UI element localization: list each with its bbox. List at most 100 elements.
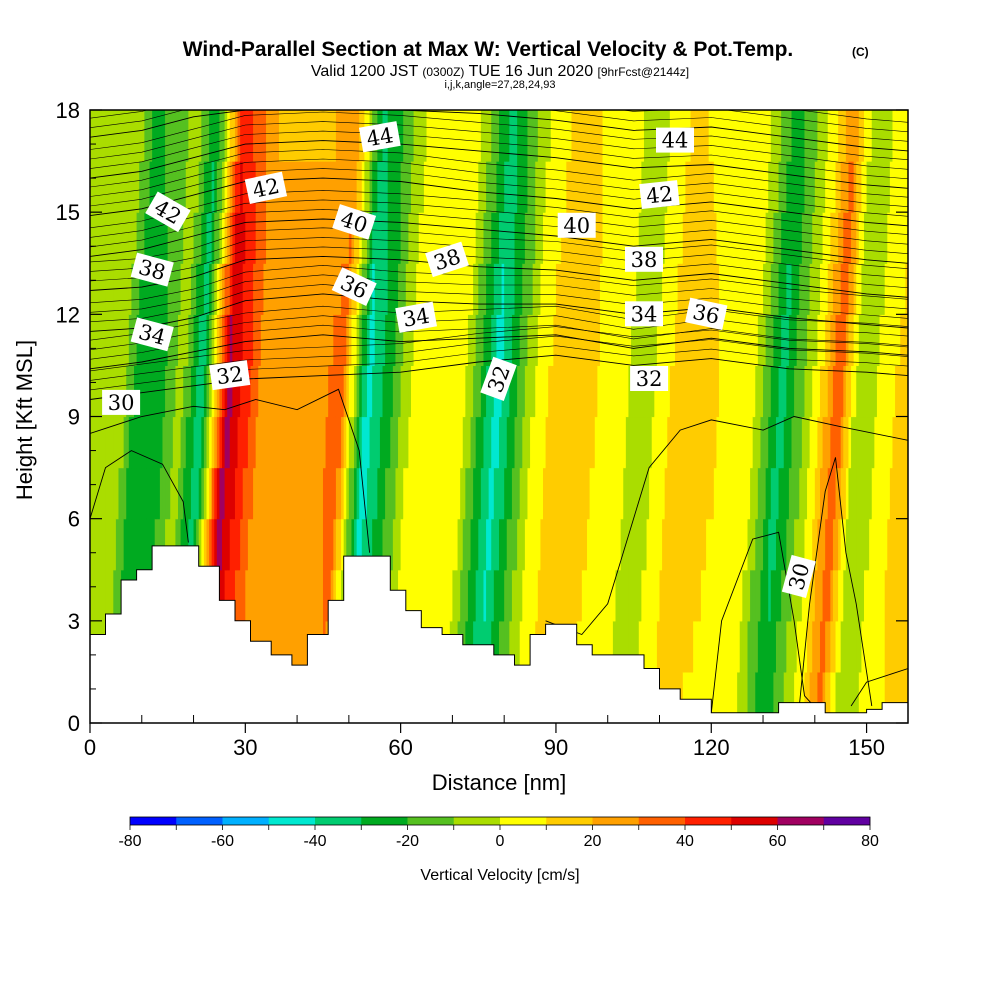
velocity-cell [807,416,811,469]
velocity-cell [250,416,254,469]
velocity-cell [698,161,702,213]
velocity-cell [729,365,733,418]
velocity-cell [379,263,384,315]
velocity-cell [198,467,202,520]
velocity-cell [444,212,448,264]
velocity-cell [480,416,485,469]
colorbar-swatch [315,817,362,825]
velocity-cell [700,569,705,622]
velocity-cell [620,416,624,469]
velocity-cell [628,263,632,315]
velocity-cell [786,416,790,469]
velocity-cell [825,569,829,622]
velocity-cell [587,416,591,469]
velocity-cell [902,416,907,469]
velocity-cell [537,416,542,469]
velocity-cell [136,161,140,213]
velocity-cell [876,110,881,162]
velocity-cell [871,263,875,315]
velocity-cell [374,467,378,520]
velocity-cell [385,365,389,418]
contour-label-bg [209,360,251,391]
velocity-cell [447,161,451,213]
velocity-cell [685,161,689,213]
velocity-cell [838,620,842,673]
velocity-cell [809,161,813,213]
velocity-cell [563,212,567,264]
velocity-cell [320,110,324,162]
velocity-cell [444,467,448,520]
velocity-cell [874,569,878,622]
velocity-cell [491,110,495,162]
velocity-cell [788,569,793,622]
velocity-cell [341,110,345,162]
velocity-cell [693,416,697,469]
velocity-cell [838,263,842,315]
isentrope-minor [90,246,908,289]
velocity-cell [770,263,774,315]
velocity-cell [532,212,536,264]
velocity-cell [146,365,151,418]
velocity-cell [781,671,785,723]
velocity-cell [263,212,267,264]
velocity-cell [369,161,373,213]
velocity-cell [201,365,205,418]
velocity-cell [284,416,288,469]
velocity-cell [685,365,689,418]
velocity-cell [473,212,477,264]
velocity-cell [465,416,469,469]
velocity-cell [152,161,156,213]
velocity-cell [869,620,873,673]
contour-label-text: 32 [215,362,245,389]
velocity-cell [695,263,699,315]
velocity-cell [157,263,161,315]
velocity-cell [856,212,860,264]
velocity-cell [791,212,795,264]
velocity-cell [260,365,265,418]
velocity-cell [799,467,803,520]
velocity-cell [377,314,381,367]
velocity-cell [905,467,908,520]
velocity-cell [330,569,334,622]
velocity-cell [92,569,96,622]
velocity-cell [550,110,554,162]
velocity-cell [234,263,239,315]
velocity-cell [783,263,787,315]
velocity-cell [576,263,580,315]
velocity-cell [773,365,777,418]
velocity-cell [592,263,596,315]
velocity-cell [312,569,316,622]
velocity-cell [643,569,648,622]
velocity-cell [695,365,699,418]
velocity-cell [276,569,280,622]
velocity-cell [654,365,658,418]
velocity-cell [757,365,762,418]
isentrope-minor [90,326,908,372]
velocity-cell [747,518,751,571]
velocity-cell [465,467,469,520]
velocity-cell [421,365,425,418]
velocity-cell [343,416,347,469]
velocity-cell [618,263,622,315]
velocity-cell [672,467,676,520]
velocity-cell [245,518,249,571]
velocity-cell [633,467,637,520]
velocity-cell [863,263,868,315]
velocity-cell [335,416,340,469]
velocity-cell [703,416,707,469]
velocity-cell [410,212,415,264]
velocity-cell [719,110,723,162]
velocity-cell [734,467,738,520]
velocity-cell [385,518,389,571]
velocity-cell [211,110,215,162]
velocity-cell [731,161,736,213]
velocity-cell [659,518,663,571]
velocity-cell [773,110,777,162]
velocity-cell [294,365,298,418]
velocity-cell [222,365,226,418]
velocity-cell [545,263,549,315]
velocity-cell [180,365,184,418]
velocity-cell [286,518,290,571]
velocity-cell [587,365,591,418]
velocity-cell [524,314,529,367]
